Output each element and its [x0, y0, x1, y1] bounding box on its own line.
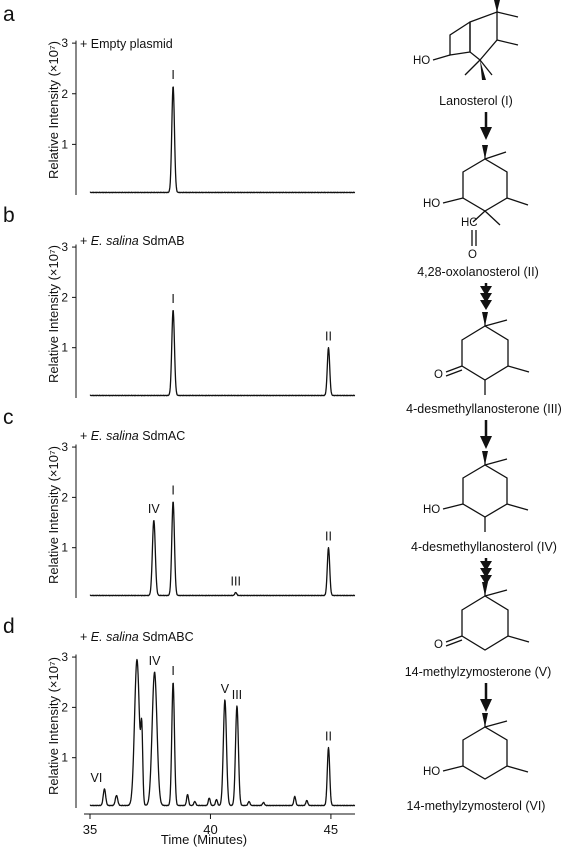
compound-name-5: 14-methylzymosterone (V): [405, 665, 552, 679]
peak-label: V: [221, 682, 230, 696]
compound-name-4: 4-desmethyllanosterol (IV): [411, 540, 557, 554]
atom-o-1: O: [468, 249, 477, 261]
atom-hc: HC: [461, 217, 478, 229]
x-axis-d: 35 40 45: [83, 813, 355, 837]
arrow-single-2: [480, 420, 492, 449]
compound-name-6: 14-methylzymosterol (VI): [407, 799, 546, 813]
atom-o-3: O: [434, 639, 443, 651]
atom-ho-4: HO: [423, 766, 440, 778]
panel-letter-a: a: [3, 3, 15, 26]
y-axis-label: Relative Intensity (×10⁷): [46, 446, 61, 584]
structure-methylzymosterol: HO: [423, 713, 529, 780]
y-tick-label: 1: [61, 341, 68, 355]
compound-name-2: 4,28-oxolanosterol (II): [417, 265, 539, 279]
condition-label-b: + E. salina SdmAB: [80, 234, 185, 248]
atom-ho-1: HO: [413, 55, 430, 67]
arrow-triple-1: [480, 283, 492, 310]
panel-letter-b: b: [3, 204, 15, 227]
atom-o-2: O: [434, 369, 443, 381]
compound-name-1: Lanosterol (I): [439, 94, 513, 108]
peak-label: VI: [91, 771, 103, 785]
peak-label: I: [171, 292, 174, 306]
peak-label: III: [231, 574, 241, 588]
structure-oxolanosterol: HO HC O: [423, 145, 529, 261]
structure-desmethyllanosterol: HO: [423, 451, 529, 532]
y-tick-label: 3: [61, 650, 68, 664]
chromatogram-trace: [89, 658, 356, 807]
y-tick-label: 3: [61, 440, 68, 454]
y-axis-label: Relative Intensity (×10⁷): [46, 245, 61, 383]
x-axis-label: Time (Minutes): [161, 832, 247, 847]
peak-label: II: [325, 730, 332, 744]
panel-letter-d: d: [3, 615, 15, 638]
y-tick-label: 3: [61, 36, 68, 50]
structure-desmethyllanosterone: O: [434, 312, 530, 395]
y-axis-label: Relative Intensity (×10⁷): [46, 41, 61, 179]
condition-label-d: + E. salina SdmABC: [80, 630, 194, 644]
peak-label: I: [171, 483, 174, 497]
structure-lanosterol: HO: [413, 0, 519, 80]
x-tick-label: 45: [324, 822, 338, 837]
arrow-single-1: [480, 112, 492, 140]
arrow-single-3: [480, 683, 492, 712]
y-tick-label: 2: [61, 87, 68, 101]
peak-label: IV: [148, 502, 160, 516]
y-tick-label: 2: [61, 700, 68, 714]
y-tick-label: 3: [61, 240, 68, 254]
peak-label: II: [325, 330, 332, 344]
x-tick-label: 35: [83, 822, 97, 837]
peak-label: II: [325, 530, 332, 544]
compound-name-3: 4-desmethyllanosterone (III): [406, 402, 562, 416]
x-tick-label: 40: [203, 822, 217, 837]
peak-label: I: [171, 68, 174, 82]
condition-label-c: + E. salina SdmAC: [80, 429, 185, 443]
chromatogram-trace: [89, 86, 356, 194]
peak-label: IV: [149, 654, 161, 668]
peak-label: III: [232, 688, 242, 702]
y-tick-label: 1: [61, 137, 68, 151]
panel-letter-c: c: [3, 406, 14, 429]
peak-label: I: [171, 664, 174, 678]
y-axis-label: Relative Intensity (×10⁷): [46, 657, 61, 795]
atom-ho-3: HO: [423, 504, 440, 516]
chromatogram-trace: [89, 310, 356, 397]
y-tick-label: 1: [61, 751, 68, 765]
chromatogram-trace: [89, 501, 356, 597]
y-tick-label: 2: [61, 290, 68, 304]
atom-ho-2: HO: [423, 198, 440, 210]
structure-methylzymosterone: O: [434, 582, 530, 651]
y-tick-label: 2: [61, 490, 68, 504]
arrow-triple-2: [480, 558, 492, 585]
y-tick-label: 1: [61, 541, 68, 555]
condition-label-a: + Empty plasmid: [80, 37, 173, 51]
